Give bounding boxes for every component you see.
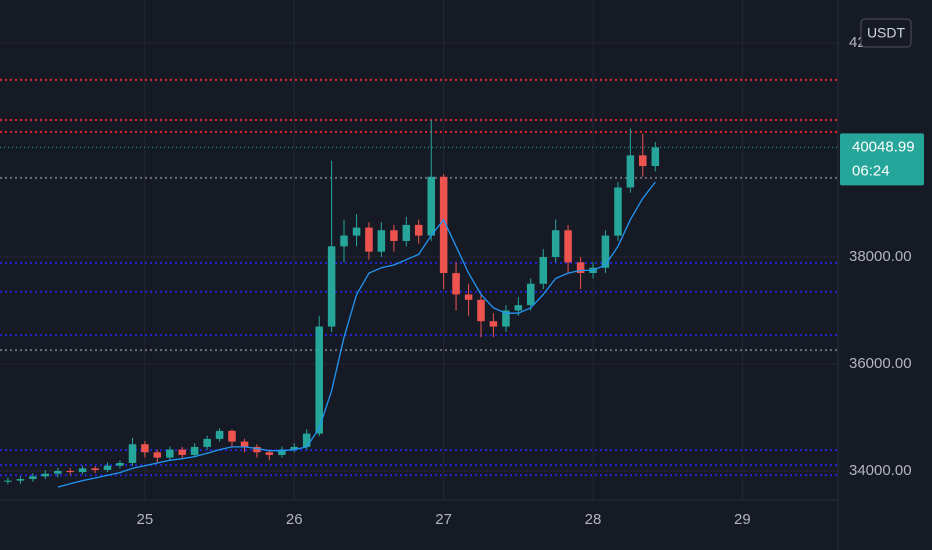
- candle-body: [66, 471, 74, 473]
- candle-body: [141, 444, 149, 453]
- candle-body: [190, 446, 199, 455]
- candle-body: [551, 230, 560, 258]
- candle-body: [464, 294, 473, 300]
- y-tick-label: 38000.00: [849, 248, 912, 265]
- currency-label[interactable]: USDT: [867, 25, 906, 41]
- candle-body: [265, 452, 274, 455]
- candle-body: [228, 430, 236, 442]
- candle-body: [178, 449, 187, 455]
- candle-body: [439, 176, 448, 274]
- candle-body: [352, 227, 361, 236]
- candle-body: [41, 473, 50, 477]
- candle-body: [402, 224, 411, 241]
- x-tick-label: 27: [435, 511, 452, 528]
- candle-body: [253, 446, 261, 453]
- moving-average: [57, 181, 656, 488]
- candle-body: [166, 449, 174, 458]
- candle-body: [576, 262, 585, 274]
- y-tick-label: 36000.00: [849, 355, 912, 372]
- candle-body: [539, 257, 548, 284]
- candle-body: [16, 479, 25, 481]
- candle-body: [377, 230, 386, 252]
- candle-body: [203, 438, 211, 447]
- candle-body: [91, 468, 99, 470]
- price-label-box: [840, 133, 924, 186]
- candle-body: [564, 230, 572, 263]
- candle-body: [502, 310, 510, 327]
- candle-body: [601, 235, 610, 268]
- candle-body: [78, 468, 87, 473]
- candle-body: [116, 462, 124, 466]
- candle-body: [215, 430, 224, 439]
- currency-button[interactable]: [860, 18, 912, 48]
- x-tick-label: 29: [734, 511, 751, 528]
- candle-body: [103, 465, 112, 470]
- candle-body: [526, 283, 535, 306]
- candle-body: [414, 224, 423, 236]
- y-tick-label: 34000.00: [849, 462, 912, 479]
- candle-body: [327, 246, 336, 327]
- candle-body: [489, 321, 498, 327]
- candle-body: [390, 230, 398, 241]
- candle-body: [365, 227, 373, 252]
- candle-body: [427, 176, 436, 236]
- candle-body: [128, 444, 137, 463]
- x-tick-label: 25: [137, 511, 154, 528]
- candle-body: [4, 480, 12, 482]
- candle-body: [54, 471, 62, 474]
- candle-body: [477, 299, 485, 322]
- price-label: 40048.99: [852, 138, 915, 155]
- candle-body: [315, 326, 323, 434]
- x-tick-label: 28: [585, 511, 602, 528]
- candle-body: [514, 305, 523, 311]
- countdown: 06:24: [852, 162, 890, 179]
- candle-body: [626, 155, 635, 188]
- candle-body: [278, 449, 286, 455]
- x-tick-label: 26: [286, 511, 303, 528]
- candle-body: [29, 476, 37, 480]
- candle-body: [340, 235, 348, 247]
- candle-body: [290, 446, 299, 450]
- candle-body: [452, 273, 460, 295]
- candle-body: [240, 441, 249, 447]
- candle-body: [639, 155, 647, 167]
- candle-body: [153, 452, 162, 458]
- candle-body: [651, 147, 660, 167]
- candle-body: [302, 433, 311, 447]
- candle-body: [614, 187, 622, 236]
